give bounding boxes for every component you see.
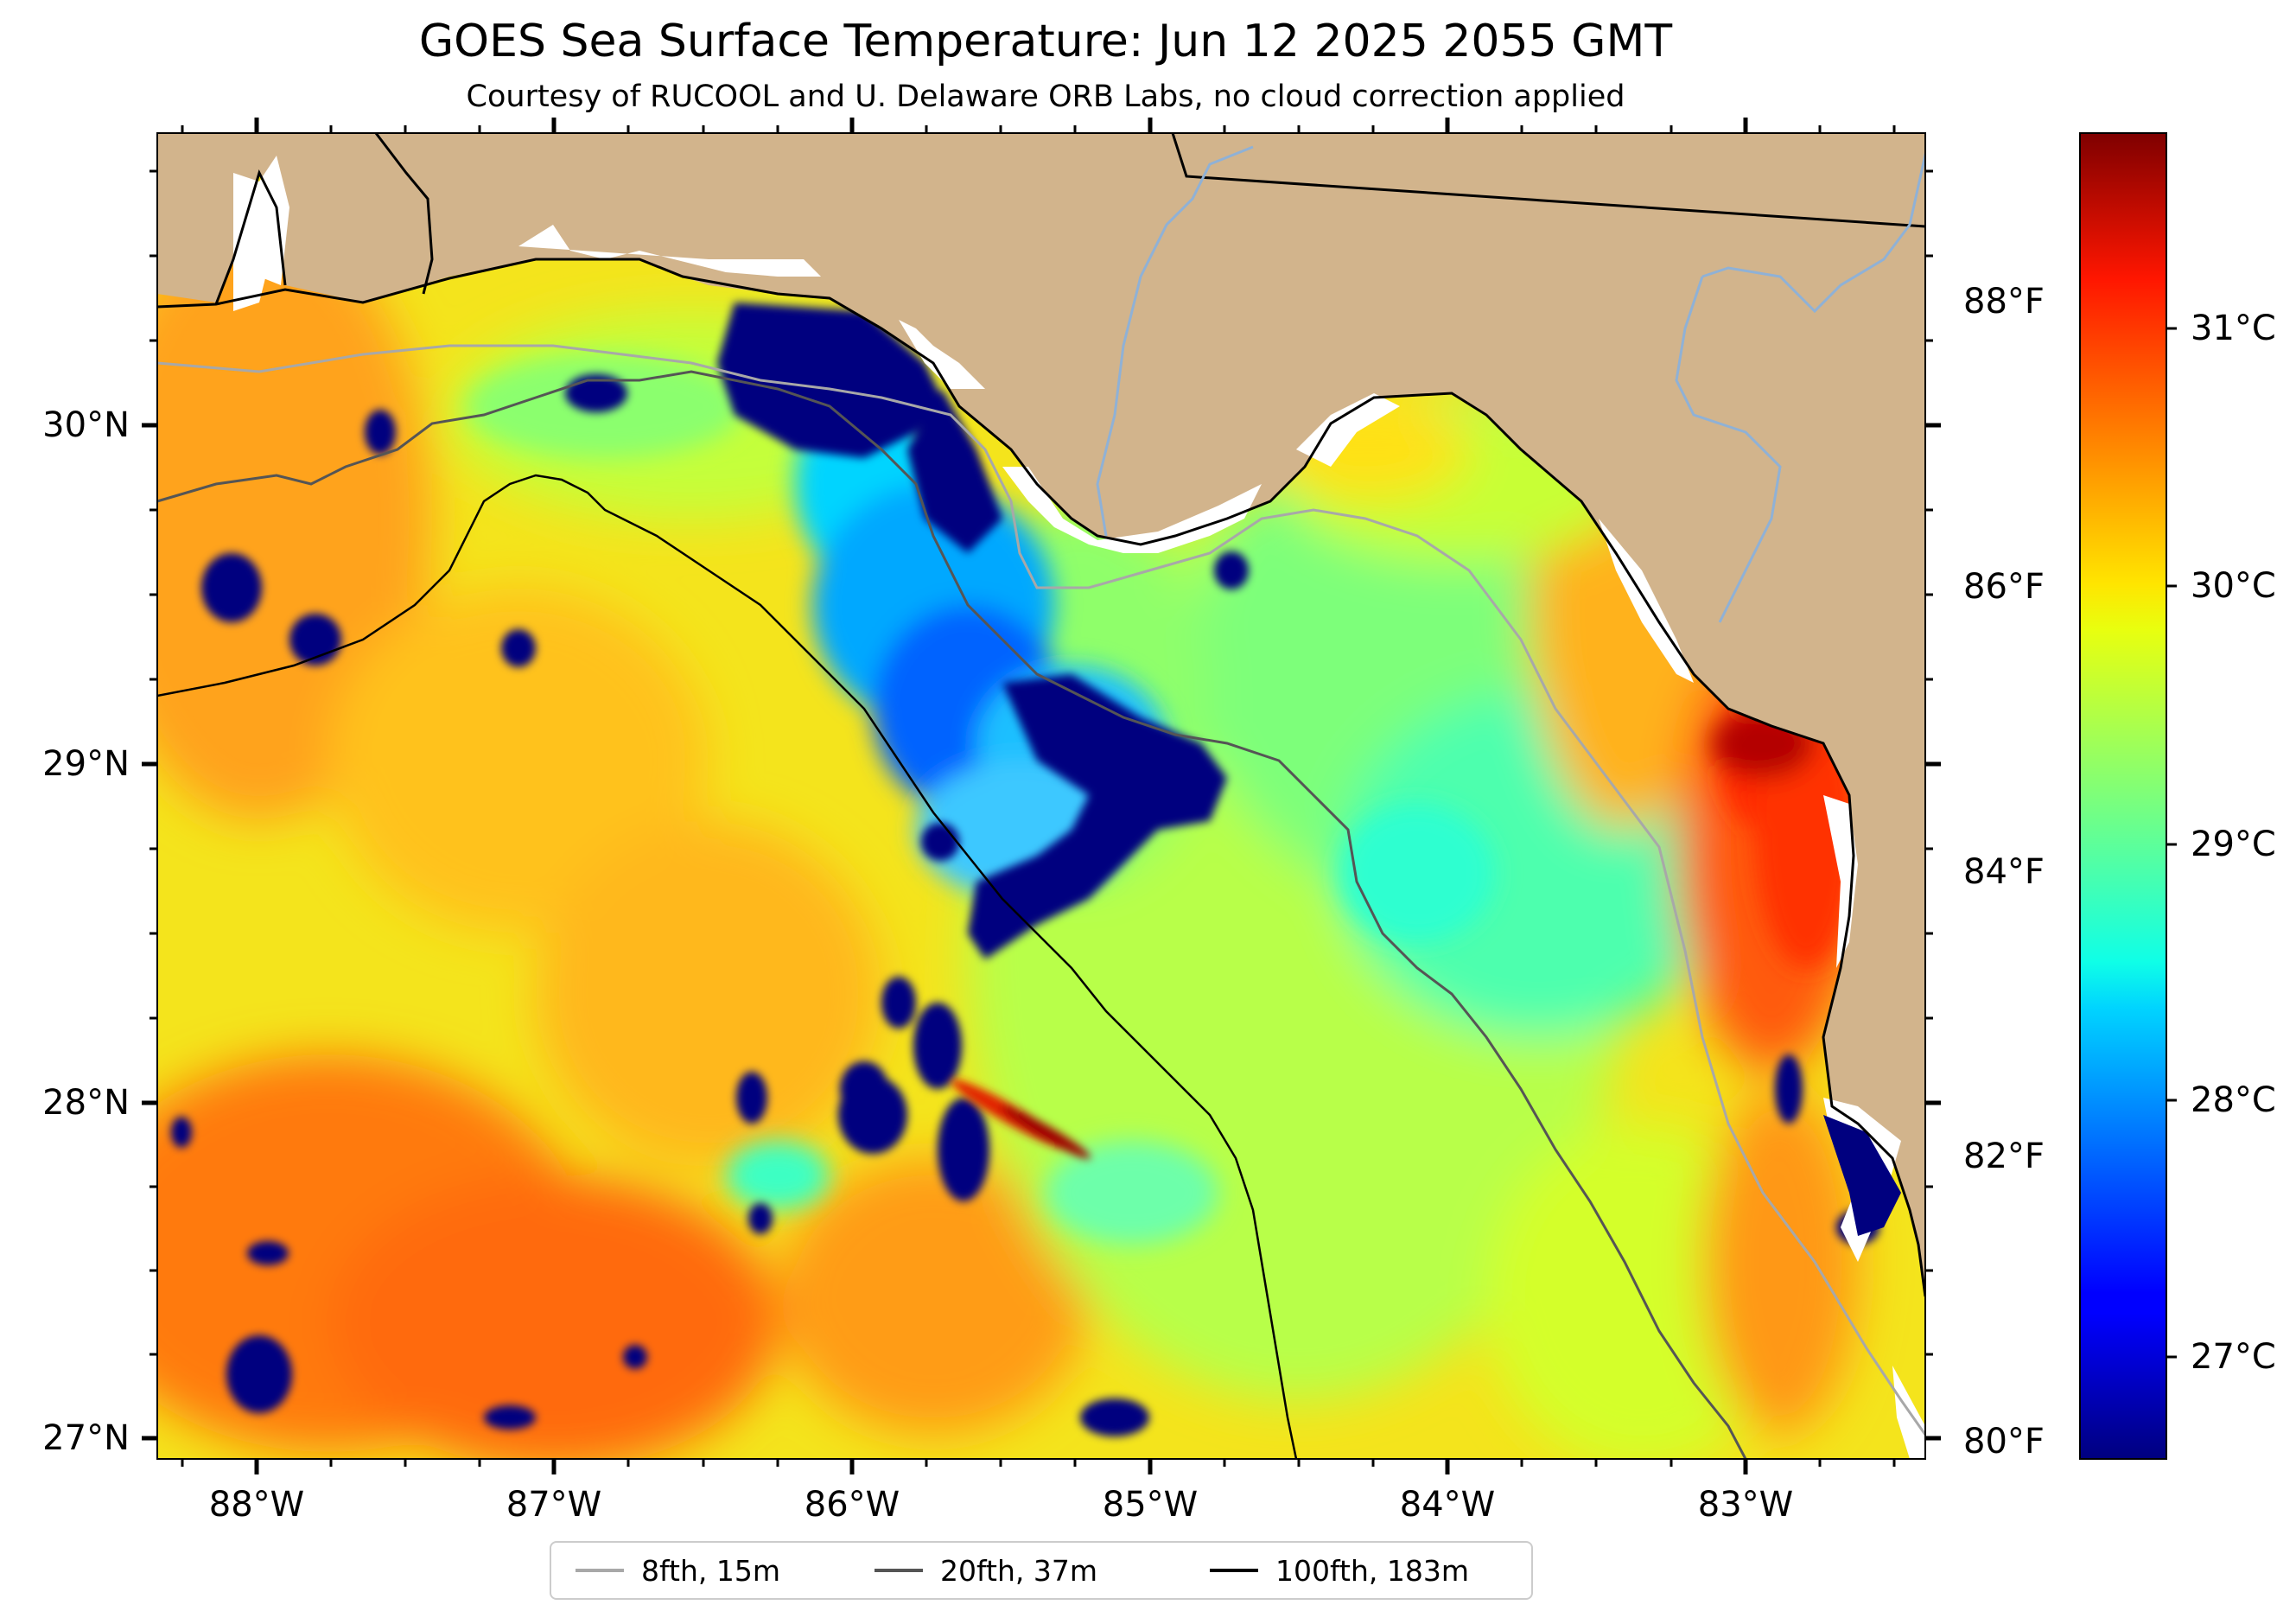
colorbar xyxy=(2080,133,2166,1459)
lon-label-87w: 87°W xyxy=(506,1485,602,1525)
colorbar-label-31c: 31°C xyxy=(2191,309,2276,348)
temp-label-84f: 84°F xyxy=(1963,852,2045,892)
minor-ticks xyxy=(149,125,1933,1467)
lat-label-28n: 28°N xyxy=(42,1083,130,1123)
colorbar-label-29c: 29°C xyxy=(2191,825,2276,864)
rivers xyxy=(1096,145,1925,623)
map-frame xyxy=(156,132,1926,1460)
sst-field xyxy=(157,216,1879,1459)
chart-title: GOES Sea Surface Temperature: Jun 12 202… xyxy=(418,16,1673,67)
lon-label-85w: 85°W xyxy=(1102,1485,1199,1525)
chart-subtitle: Courtesy of RUCOOL and U. Delaware ORB L… xyxy=(466,80,1625,114)
colorbar-ticks xyxy=(2166,327,2177,1359)
temp-label-82f: 82°F xyxy=(1963,1137,2045,1176)
legend-label-20fth: 20fth, 37m xyxy=(940,1553,1097,1588)
legend-item-20fth: 20fth, 37m xyxy=(875,1543,1097,1598)
isobath-8fth xyxy=(157,344,1925,1436)
lat-label-29n: 29°N xyxy=(42,744,130,784)
state-border-al-fl xyxy=(374,133,434,295)
colorbar-label-27c: 27°C xyxy=(2191,1337,2276,1377)
map-panel xyxy=(157,133,1925,1459)
isobaths xyxy=(157,344,1925,1459)
legend-swatch-20fth xyxy=(875,1569,923,1572)
legend-label-100fth: 100fth, 183m xyxy=(1275,1553,1469,1588)
major-ticks xyxy=(142,118,1941,1474)
isobath-legend: 8fth, 15m 20fth, 37m 100fth, 183m xyxy=(550,1541,1533,1600)
colorbar-label-30c: 30°C xyxy=(2191,566,2276,606)
isobath-100fth xyxy=(157,474,1298,1459)
temp-label-80f: 80°F xyxy=(1963,1422,2045,1462)
legend-label-8fth: 8fth, 15m xyxy=(641,1553,781,1588)
temp-label-88f: 88°F xyxy=(1963,282,2045,322)
state-border-fl-ga xyxy=(1171,133,1925,228)
lon-label-83w: 83°W xyxy=(1697,1485,1794,1525)
lon-label-86w: 86°W xyxy=(804,1485,900,1525)
legend-item-8fth: 8fth, 15m xyxy=(576,1543,780,1598)
legend-item-100fth: 100fth, 183m xyxy=(1210,1543,1469,1598)
lat-label-30n: 30°N xyxy=(42,405,130,445)
isobath-20fth xyxy=(157,370,1747,1459)
legend-swatch-8fth xyxy=(576,1569,624,1572)
lon-label-84w: 84°W xyxy=(1399,1485,1496,1525)
lat-label-27n: 27°N xyxy=(42,1418,130,1458)
temp-label-86f: 86°F xyxy=(1963,567,2045,607)
lon-label-88w: 88°W xyxy=(208,1485,305,1525)
coastline xyxy=(157,258,1925,1297)
legend-swatch-100fth xyxy=(1210,1569,1258,1572)
colorbar-frame xyxy=(2079,132,2167,1460)
colorbar-label-28c: 28°C xyxy=(2191,1080,2276,1120)
